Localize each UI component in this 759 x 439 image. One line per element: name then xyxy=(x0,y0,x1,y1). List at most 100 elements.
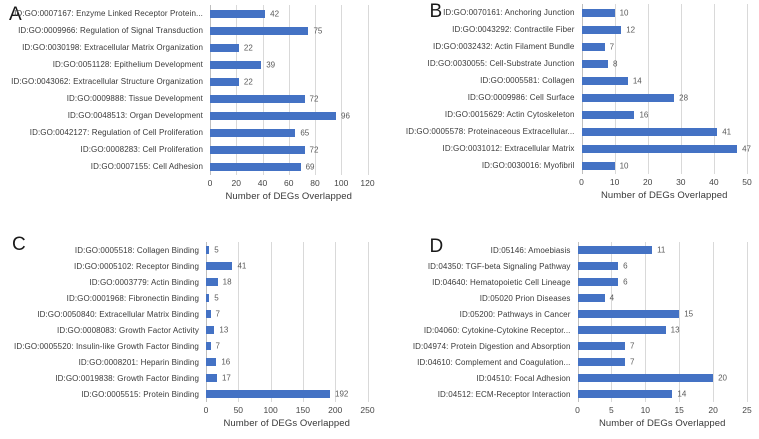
bar-row: ID:04974: Protein Digestion and Absorpti… xyxy=(380,338,748,354)
value-label: 10 xyxy=(619,161,629,170)
gridline xyxy=(645,242,647,402)
value-label: 72 xyxy=(309,145,319,154)
bar xyxy=(577,294,605,302)
bar xyxy=(581,8,615,17)
bar-chart-c: ID:GO:0005518: Collagen Binding 5 ID:GO:00… xyxy=(0,220,380,429)
value-label: 16 xyxy=(639,110,649,119)
bar xyxy=(577,326,666,334)
bar xyxy=(210,94,305,103)
bar xyxy=(581,76,628,85)
bar-row: ID:GO:0007155: Cell Adhesion 69 xyxy=(0,158,368,175)
x-tick-label: 15 xyxy=(674,405,684,415)
bar xyxy=(206,374,217,382)
bar-cell: 41 xyxy=(206,258,368,274)
category-label: ID:GO:0005578: Proteinaceous Extracellul… xyxy=(405,127,575,136)
value-label: 12 xyxy=(626,25,636,34)
plot-area: ID:GO:0007167: Enzyme Linked Receptor Pr… xyxy=(0,5,369,175)
gridline xyxy=(581,4,583,174)
x-axis: 0 10 20 30 40 50 xyxy=(579,177,752,188)
category-label: ID:GO:0030198: Extracellular Matrix Orga… xyxy=(22,43,203,52)
bar-row: ID:GO:0070161: Anchoring Junction 10 xyxy=(380,4,748,21)
bar-cell: 12 xyxy=(581,21,748,38)
value-label: 28 xyxy=(679,93,689,102)
bar-cell: 96 xyxy=(210,107,368,124)
bar-row: ID:05020 Prion Diseases 4 xyxy=(380,290,748,306)
value-label: 22 xyxy=(243,43,253,52)
bar-row: ID:GO:0008201: Heparin Binding 16 xyxy=(0,354,368,370)
bar-row: ID:04510: Focal Adhesion 20 xyxy=(380,370,748,386)
category-label: ID:GO:0005518: Collagen Binding xyxy=(74,245,199,255)
value-label: 6 xyxy=(623,277,628,287)
value-label: 47 xyxy=(742,144,751,153)
value-label: 41 xyxy=(237,261,247,271)
bar xyxy=(206,326,215,334)
bar-cell: 72 xyxy=(210,141,368,158)
category-label: ID:04510: Focal Adhesion xyxy=(476,373,571,383)
category-label: ID:GO:0003779: Actin Binding xyxy=(89,277,199,287)
bar xyxy=(581,110,635,119)
gridline xyxy=(210,5,211,175)
x-tick-label: 120 xyxy=(360,178,375,188)
bar xyxy=(206,294,210,302)
category-label: ID:GO:0043062: Extracellular Structure O… xyxy=(11,77,203,86)
category-label: ID:GO:0042127: Regulation of Cell Prolif… xyxy=(29,128,203,137)
plot-area: ID:GO:0005518: Collagen Binding 5 ID:GO:00… xyxy=(0,242,369,402)
bar xyxy=(577,342,625,350)
category-label: ID:04060: Cytokine-Cytokine Receptor... xyxy=(423,325,571,335)
value-label: 17 xyxy=(221,373,231,383)
x-tick-label: 20 xyxy=(231,178,241,188)
category-label: ID:GO:0008083: Growth Factor Activity xyxy=(57,325,199,335)
bar-row: ID:04610: Complement and Coagulation... 7 xyxy=(380,354,748,370)
bar-cell: 16 xyxy=(581,106,748,123)
bar xyxy=(210,162,301,171)
category-label: ID:GO:0008283: Cell Proliferation xyxy=(80,145,203,154)
bar-cell: 10 xyxy=(581,4,748,21)
category-label: ID:GO:0009888: Tissue Development xyxy=(66,94,203,103)
value-label: 7 xyxy=(629,341,635,351)
gridline xyxy=(302,242,304,402)
bar-cell: 22 xyxy=(210,39,368,56)
bar-cell: 15 xyxy=(577,306,748,322)
bar-row: ID:GO:0008283: Cell Proliferation 72 xyxy=(0,141,368,158)
gridline xyxy=(341,5,343,175)
bar-cell: 42 xyxy=(210,5,368,22)
category-label: ID:05146: Amoebiasis xyxy=(490,245,571,255)
bar xyxy=(581,127,718,136)
bar-cell: 7 xyxy=(577,338,748,354)
bar-row: ID:GO:0031012: Extracellular Matrix 47 xyxy=(380,140,751,157)
value-label: 22 xyxy=(243,77,253,86)
gridline xyxy=(614,4,616,174)
bar-row: ID:GO:0005581: Collagen 14 xyxy=(380,72,748,89)
bar-row: ID:GO:0043062: Extracellular Structure O… xyxy=(0,73,368,90)
x-tick-label: 50 xyxy=(742,177,752,187)
value-label: 41 xyxy=(722,127,732,136)
bar xyxy=(206,390,331,398)
x-tick-label: 200 xyxy=(328,405,343,415)
bar-cell: 13 xyxy=(206,322,368,338)
bar-cell: 7 xyxy=(206,306,368,322)
bar-rows: ID:GO:0007167: Enzyme Linked Receptor Pr… xyxy=(0,5,368,175)
panel-a: A ID:GO:0007167: Enzyme Linked Receptor … xyxy=(0,0,380,220)
bar-row: ID:GO:0030055: Cell-Substrate Junction 8 xyxy=(380,55,748,72)
bar xyxy=(577,390,673,398)
bar-cell: 10 xyxy=(581,157,748,174)
value-label: 7 xyxy=(609,42,615,51)
gridline xyxy=(680,4,682,174)
bar xyxy=(210,43,239,52)
bar-cell: 20 xyxy=(577,370,748,386)
bar-row: ID:GO:0007167: Enzyme Linked Receptor Pr… xyxy=(0,5,368,22)
bar xyxy=(577,262,619,270)
gridline xyxy=(206,242,207,402)
x-tick-label: 40 xyxy=(257,178,268,188)
category-label: ID:GO:0008201: Heparin Binding xyxy=(78,357,199,367)
gridlines xyxy=(210,5,369,175)
bar-chart-a: ID:GO:0007167: Enzyme Linked Receptor Pr… xyxy=(0,0,380,202)
bar-row: ID:GO:0008083: Growth Factor Activity 13 xyxy=(0,322,368,338)
category-label: ID:05200: Pathways in Cancer xyxy=(459,309,571,319)
value-label: 69 xyxy=(305,162,315,171)
category-label: ID:GO:0005581: Collagen xyxy=(480,76,575,85)
x-tick-label: 60 xyxy=(284,178,294,188)
bar xyxy=(577,310,680,318)
category-label: ID:GO:0019838: Growth Factor Binding xyxy=(55,373,199,383)
bar-row: ID:GO:0009888: Tissue Development 72 xyxy=(0,90,368,107)
